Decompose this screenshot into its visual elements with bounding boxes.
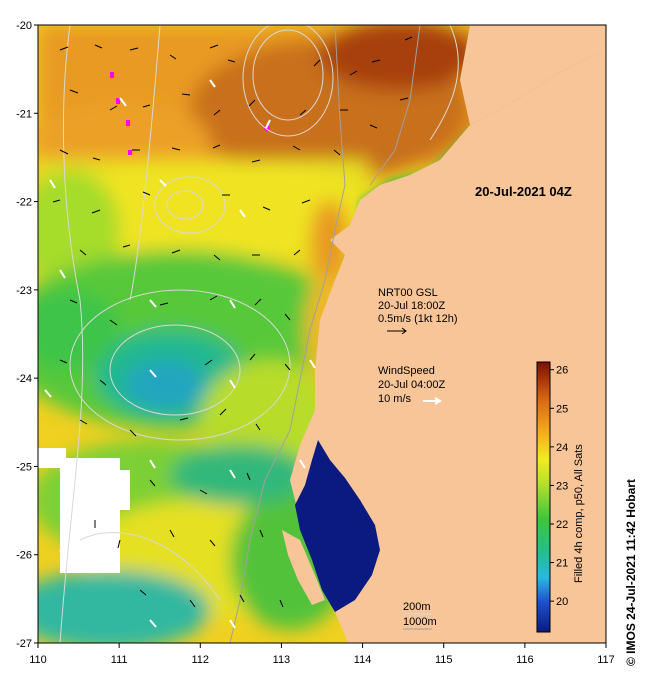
colorbar-tick-label: 22 <box>556 519 568 531</box>
colorbar-tick-label: 26 <box>556 365 568 377</box>
current-legend-title: NRT00 GSL <box>378 287 438 299</box>
plot-frame <box>37 24 607 644</box>
wind-legend: WindSpeed 20-Jul 04:00Z 10 m/s <box>378 365 446 405</box>
colorbar-tick-label: 23 <box>556 480 568 492</box>
x-tick-label: 116 <box>516 654 534 666</box>
wind-legend-scale: 10 m/s <box>378 393 412 405</box>
current-vectors <box>52 36 413 608</box>
x-tick-label: 117 <box>597 654 615 666</box>
current-legend-time: 20-Jul 18:00Z <box>378 300 446 312</box>
bathymetry <box>229 25 421 643</box>
contour-legend-200: 200m <box>403 601 431 613</box>
colorbar-tick-label: 25 <box>556 403 568 415</box>
contours <box>59 25 459 643</box>
x-tick-label: 111 <box>111 654 128 666</box>
y-tick-label: -22 <box>16 197 32 209</box>
current-legend: NRT00 GSL 20-Jul 18:00Z 0.5m/s (1kt 12h) <box>378 287 457 335</box>
colorbar-tick-label: 21 <box>556 558 568 570</box>
land <box>290 25 606 643</box>
x-tick-label: 114 <box>354 654 372 666</box>
y-tick-label: -21 <box>16 108 32 120</box>
x-tick-label: 112 <box>192 654 210 666</box>
contour-legend: 200m 1000m <box>403 601 437 630</box>
colorbar-ticks: 20 21 22 23 24 25 26 <box>550 365 568 608</box>
wind-scale-arrow <box>423 397 442 405</box>
y-tick-label: -25 <box>16 461 32 473</box>
y-axis: -20 -21 -22 -23 -24 -25 -26 -27 <box>16 20 38 650</box>
contour-legend-1000: 1000m <box>403 616 437 628</box>
y-tick-label: -27 <box>16 638 32 650</box>
colorbar-title: Filled 4h comp, p50, All Sats <box>573 444 585 583</box>
current-legend-scale: 0.5m/s (1kt 12h) <box>378 313 457 325</box>
current-scale-arrow <box>387 327 407 335</box>
y-tick-label: -26 <box>16 550 32 562</box>
colorbar-gradient <box>536 361 551 633</box>
x-tick-label: 113 <box>273 654 291 666</box>
wind-legend-title: WindSpeed <box>378 365 435 377</box>
y-tick-label: -24 <box>16 373 32 385</box>
shark-bay <box>295 440 380 612</box>
x-tick-label: 110 <box>29 654 47 666</box>
colorbar: 20 21 22 23 24 25 26 Filled 4h comp, p50, All … <box>536 361 585 633</box>
y-tick-label: -20 <box>16 20 32 32</box>
colorbar-tick-label: 24 <box>556 442 568 454</box>
colorbar-tick-label: 20 <box>556 596 568 608</box>
x-tick-label: 115 <box>435 654 453 666</box>
x-axis: 110 111 112 113 114 115 116 117 <box>29 643 615 666</box>
y-tick-label: -23 <box>16 285 32 297</box>
wind-vectors <box>44 79 316 629</box>
credit-text: © IMOS 24-Jul-2021 11:42 Hobart <box>624 479 638 666</box>
date-label: 20-Jul-2021 04Z <box>475 184 572 199</box>
wind-legend-time: 20-Jul 04:00Z <box>378 379 446 391</box>
